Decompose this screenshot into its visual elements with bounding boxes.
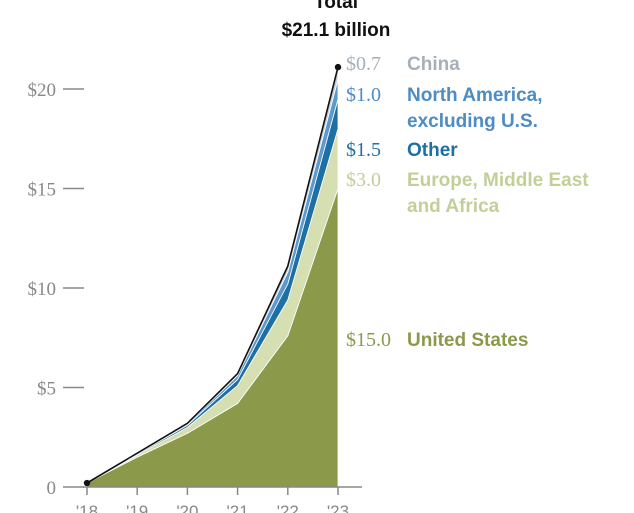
y-tick-label: $10 (28, 279, 57, 300)
y-tick-label: 0 (47, 478, 57, 499)
y-tick-label: $20 (28, 80, 57, 101)
y-tick-label: $15 (28, 180, 57, 201)
total-line-group (83, 63, 342, 487)
total-line (86, 66, 339, 484)
y-axis: 0 $5 $10 $15 $20 (28, 80, 84, 499)
series-name-china: China (407, 54, 460, 75)
x-tick-label: '22 (277, 502, 299, 513)
x-axis: '18 '19 '20 '21 '22 '23 (76, 486, 362, 513)
series-value-united-states: $15.0 (346, 329, 391, 351)
y-tick-label: $5 (37, 379, 56, 400)
x-tick-label: '23 (327, 502, 349, 513)
x-tick-label: '19 (126, 502, 148, 513)
series-name-north-america-excluding-u-s: excluding U.S. (407, 111, 538, 132)
series-name-united-states: United States (407, 330, 528, 351)
series-name-north-america-excluding-u-s: North America, (407, 85, 543, 106)
series-name-other: Other (407, 140, 458, 161)
series-name-europe-middle-east-and-africa: Europe, Middle East (407, 170, 589, 191)
series-value-europe-middle-east-and-africa: $3.0 (346, 169, 381, 191)
series-labels: $15.0 United States $3.0 Europe, Middle Eas… (346, 53, 589, 351)
total-title: Total (314, 0, 358, 13)
series-value-china: $0.7 (346, 53, 381, 75)
series-value-other: $1.5 (346, 139, 381, 161)
total-value-label: $21.1 billion (282, 20, 391, 41)
x-tick-label: '20 (176, 502, 198, 513)
total-end-dot (334, 63, 342, 71)
series-value-north-america-excluding-u-s: $1.0 (346, 84, 381, 106)
total-start-dot (83, 479, 91, 487)
x-tick-label: '18 (76, 502, 98, 513)
x-tick-label: '21 (227, 502, 249, 513)
area-series-group (86, 66, 339, 488)
series-name-europe-middle-east-and-africa: and Africa (407, 196, 500, 217)
